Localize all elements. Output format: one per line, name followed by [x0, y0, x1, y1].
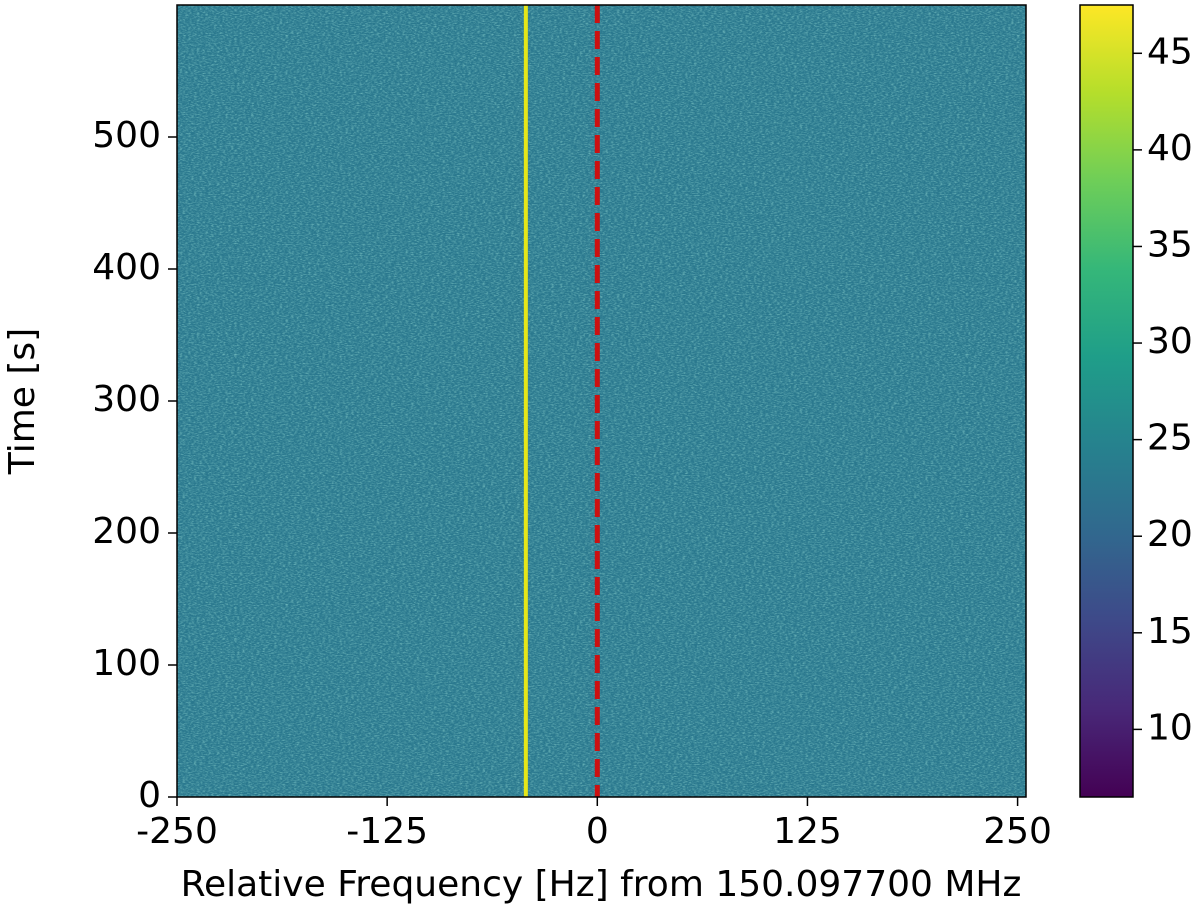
x-tick-label: -250 [136, 811, 218, 852]
x-axis-label: Relative Frequency [Hz] from 150.097700 … [181, 864, 1022, 905]
y-axis-label: Time [s] [2, 328, 43, 475]
y-tick-label: 300 [92, 379, 161, 420]
x-tick-label: 250 [983, 811, 1052, 852]
x-tick-label: 125 [773, 811, 842, 852]
x-tick-label: 0 [586, 811, 609, 852]
y-tick-label: 100 [92, 643, 161, 684]
colorbar-tick-label: 45 [1147, 31, 1193, 72]
y-tick-label: 0 [138, 775, 161, 816]
y-tick-label: 500 [92, 115, 161, 156]
colorbar-tick-label: 30 [1147, 321, 1193, 362]
colorbar-tick-label: 40 [1147, 128, 1193, 169]
colorbar-tick-label: 20 [1147, 514, 1193, 555]
colorbar [1079, 4, 1134, 798]
x-tick-label: -125 [346, 811, 428, 852]
y-tick-label: 200 [92, 511, 161, 552]
colorbar-tick-label: 25 [1147, 418, 1193, 459]
colorbar-tick-label: 10 [1147, 707, 1193, 748]
colorbar-tick-label: 15 [1147, 611, 1193, 652]
colorbar-tick-label: 35 [1147, 224, 1193, 265]
heatmap-texture-dark [177, 5, 1026, 797]
y-tick-label: 400 [92, 247, 161, 288]
